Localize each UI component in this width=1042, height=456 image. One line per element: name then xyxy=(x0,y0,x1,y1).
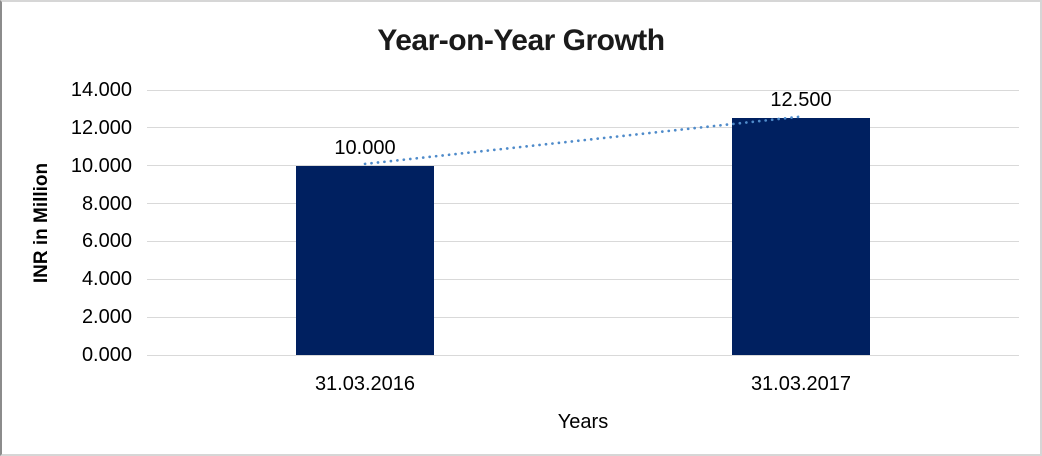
y-tick-label: 6.000 xyxy=(81,230,132,253)
y-tick-label: 2.000 xyxy=(81,306,132,329)
gridline xyxy=(147,316,1019,318)
gridline xyxy=(147,127,1019,129)
gridline xyxy=(147,354,1019,356)
x-axis-title: Years xyxy=(557,411,609,433)
x-tick-label: 31.03.2017 xyxy=(750,373,852,395)
bar xyxy=(296,165,434,355)
bar-value-label: 12.500 xyxy=(770,89,832,112)
y-tick-label: 12.000 xyxy=(70,116,132,139)
chart-title: Year-on-Year Growth xyxy=(377,24,665,57)
gridline xyxy=(147,165,1019,167)
gridline xyxy=(147,203,1019,205)
y-tick-label: 0.000 xyxy=(81,344,132,366)
gridline xyxy=(147,240,1019,242)
y-tick-label: 10.000 xyxy=(70,154,132,177)
gridline xyxy=(147,89,1019,91)
y-tick-label: 8.000 xyxy=(81,192,132,215)
bar-value-label: 10.000 xyxy=(334,136,396,159)
y-tick-label: 14.000 xyxy=(70,79,132,101)
x-tick-label: 31.03.2016 xyxy=(314,373,416,395)
bar xyxy=(732,118,870,355)
gridline xyxy=(147,278,1019,280)
y-tick-label: 4.000 xyxy=(81,268,132,291)
